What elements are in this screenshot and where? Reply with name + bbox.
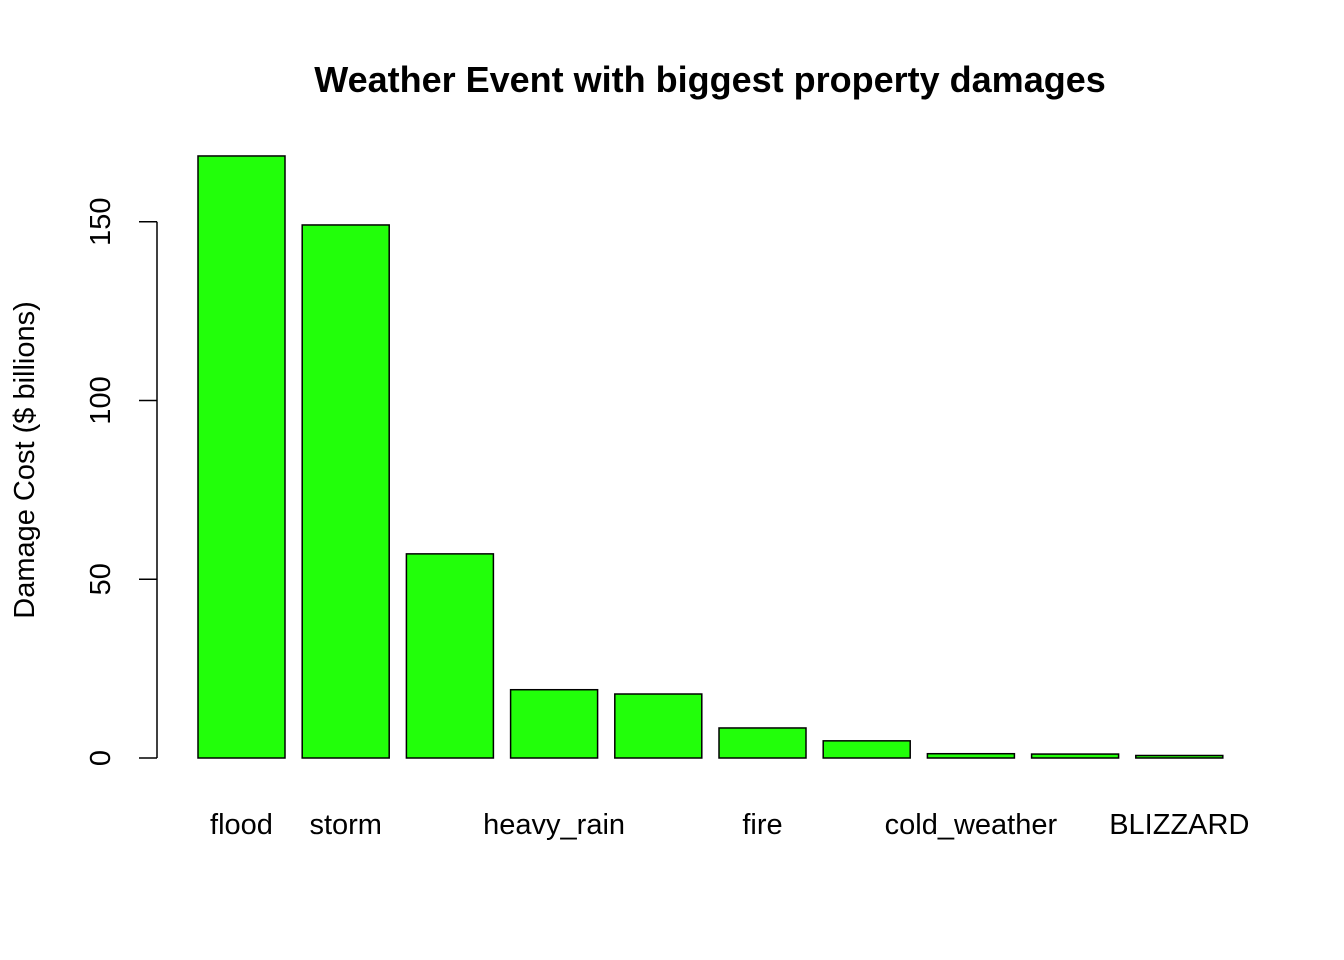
y-axis: 0 50 100 150 (85, 198, 158, 766)
bar (405, 553, 495, 759)
bar (718, 727, 807, 759)
y-tick-label: 150 (85, 198, 117, 246)
bar (614, 693, 703, 759)
y-tick-label: 50 (85, 563, 117, 595)
bars (197, 155, 1224, 759)
x-tick-label: fire (742, 809, 782, 841)
bar (822, 740, 911, 759)
bar (926, 752, 1016, 759)
x-tick-label: storm (309, 809, 382, 841)
y-tick-label: 0 (85, 750, 117, 766)
y-tick-label: 100 (85, 376, 117, 424)
x-tick-label: heavy_rain (483, 809, 625, 841)
x-tick-label: cold_weather (885, 809, 1058, 841)
y-axis-label: Damage Cost ($ billions) (9, 301, 41, 619)
chart-title: Weather Event with biggest property dama… (314, 59, 1106, 100)
bar (301, 224, 390, 759)
x-tick-label: flood (210, 809, 273, 841)
x-axis-labels: flood storm heavy_rain fire cold_weather BLIZ… (210, 809, 1249, 841)
bar (509, 688, 599, 759)
bar (1030, 753, 1120, 759)
bar (1135, 754, 1224, 759)
x-tick-label: BLIZZARD (1109, 809, 1249, 841)
bar (197, 155, 286, 759)
